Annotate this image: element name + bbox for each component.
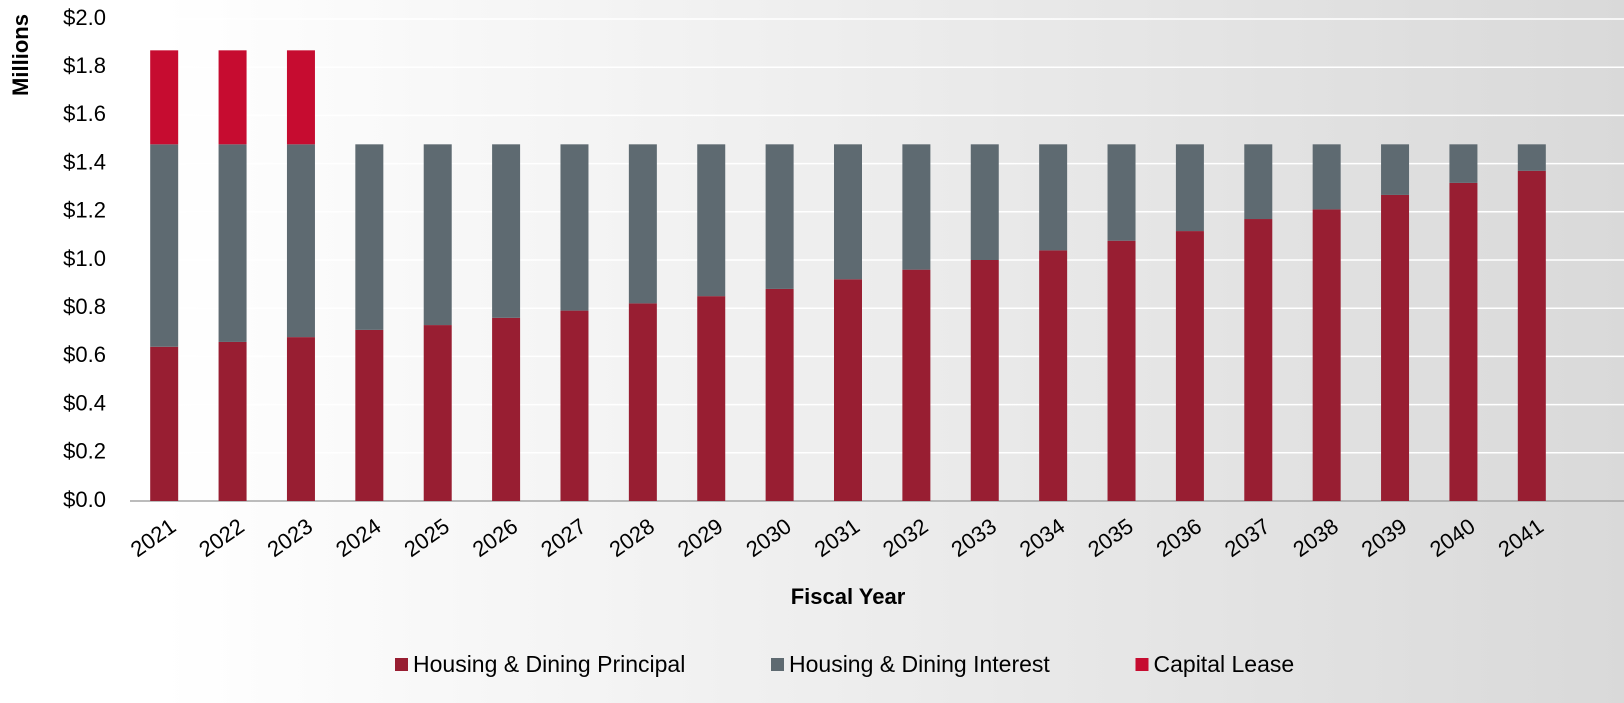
bar-segment: [902, 269, 931, 501]
y-tick-label: $0.0: [63, 487, 106, 512]
y-tick-label: $0.6: [63, 342, 106, 367]
bar-segment: [697, 144, 726, 297]
bar-segment: [492, 317, 521, 501]
bar-segment: [1381, 194, 1410, 501]
bar-segment: [697, 296, 726, 501]
bar-segment: [765, 144, 794, 289]
legend-swatch: [395, 658, 408, 671]
y-tick-label: $2.0: [63, 5, 106, 30]
y-tick-label: $1.2: [63, 198, 106, 223]
y-tick-label: $1.6: [63, 101, 106, 126]
bar-segment: [560, 310, 589, 501]
bar-segment: [423, 144, 452, 326]
bar-segment: [492, 144, 521, 318]
bar-segment: [1175, 231, 1204, 501]
legend-swatch: [771, 658, 784, 671]
bar-segment: [1449, 182, 1478, 501]
y-tick-label: $1.8: [63, 53, 106, 78]
bar-segment: [1175, 144, 1204, 232]
bar-segment: [286, 50, 315, 145]
bar-segment: [560, 144, 589, 311]
y-tick-label: $1.0: [63, 246, 106, 271]
bar-segment: [1039, 250, 1068, 501]
y-tick-label: $1.4: [63, 149, 106, 174]
bar-segment: [834, 144, 862, 280]
y-axis-title: Millions: [8, 14, 33, 96]
bar-segment: [218, 144, 247, 342]
bar-segment: [286, 337, 315, 501]
y-tick-label: $0.4: [63, 390, 106, 415]
bar-segment: [970, 144, 999, 260]
bar-segment: [628, 303, 657, 501]
bar-segment: [628, 144, 657, 304]
legend-label: Housing & Dining Principal: [413, 651, 685, 677]
bar-segment: [1449, 144, 1478, 183]
bar-segment: [150, 144, 179, 347]
bar-segment: [1312, 144, 1341, 210]
bar-segment: [1244, 144, 1273, 220]
bar-segment: [423, 325, 452, 501]
legend-swatch: [1135, 658, 1149, 671]
bar-segment: [1107, 144, 1136, 241]
bar-segment: [218, 50, 247, 145]
bar-segment: [1244, 219, 1273, 501]
bar-segment: [1312, 209, 1341, 501]
bar-segment: [1039, 144, 1068, 251]
bar-segment: [834, 279, 862, 501]
bar-segment: [765, 288, 794, 501]
y-tick-label: $0.8: [63, 294, 106, 319]
bar-segment: [970, 260, 999, 501]
bar-segment: [902, 144, 931, 270]
bar-segment: [150, 346, 179, 501]
bar-segment: [1107, 240, 1136, 501]
bar-segment: [286, 144, 315, 338]
bar-segment: [1381, 144, 1410, 195]
bar-segment: [150, 50, 179, 145]
legend-label: Housing & Dining Interest: [789, 651, 1050, 677]
bar-segment: [1517, 144, 1546, 171]
x-axis-title: Fiscal Year: [791, 584, 906, 609]
bar-segment: [218, 341, 247, 501]
bar-segment: [355, 329, 384, 501]
bar-segment: [1517, 170, 1546, 501]
legend-label: Capital Lease: [1154, 651, 1295, 677]
bar-segment: [355, 144, 384, 330]
y-tick-label: $0.2: [63, 439, 106, 464]
